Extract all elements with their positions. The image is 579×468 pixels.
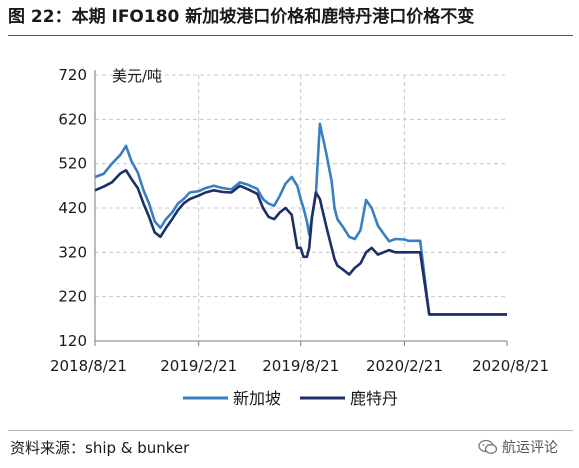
- source-note: 资料来源：ship & bunker: [10, 439, 190, 457]
- series-line-singapore: [94, 122, 507, 316]
- y-tick-label: 220: [58, 288, 87, 306]
- figure-title: 图 22：本期 IFO180 新加坡港口价格和鹿特丹港口价格不变: [8, 7, 475, 27]
- y-tick-label: 720: [58, 66, 87, 84]
- y-tick-label: 520: [58, 155, 87, 173]
- series-layer: [94, 122, 507, 316]
- x-tick-label: 2020/8/21: [472, 357, 549, 375]
- grid-layer: [95, 74, 507, 341]
- y-axis-label: 美元/吨: [112, 67, 162, 85]
- x-tick-label: 2020/2/21: [366, 357, 443, 375]
- legend: 新加坡 鹿特丹: [183, 389, 398, 408]
- source-rule: [8, 430, 573, 431]
- legend-label-singapore: 新加坡: [233, 389, 281, 408]
- y-tick-label: 320: [58, 243, 87, 261]
- line-chart: 120 220 320 420 520 620 720 2018/8/21 2019/2/21 2…: [50, 66, 549, 408]
- x-tick-label: 2019/2/21: [160, 357, 237, 375]
- y-tick-label: 620: [58, 110, 87, 128]
- x-tick-label: 2019/8/21: [262, 357, 339, 375]
- watermark: 航运评论: [478, 437, 558, 457]
- y-tick-label: 420: [58, 199, 87, 217]
- wechat-icon: [478, 439, 498, 454]
- watermark-text: 航运评论: [502, 440, 558, 456]
- axis-layer: [94, 70, 508, 346]
- title-rule: [8, 35, 573, 36]
- tick-labels: 120 220 320 420 520 620 720 2018/8/21 2019/2/21 2…: [50, 66, 549, 375]
- x-tick-label: 2018/8/21: [50, 357, 127, 375]
- y-tick-label: 120: [58, 332, 87, 350]
- series-line-rotterdam: [94, 169, 507, 316]
- legend-label-rotterdam: 鹿特丹: [350, 389, 398, 408]
